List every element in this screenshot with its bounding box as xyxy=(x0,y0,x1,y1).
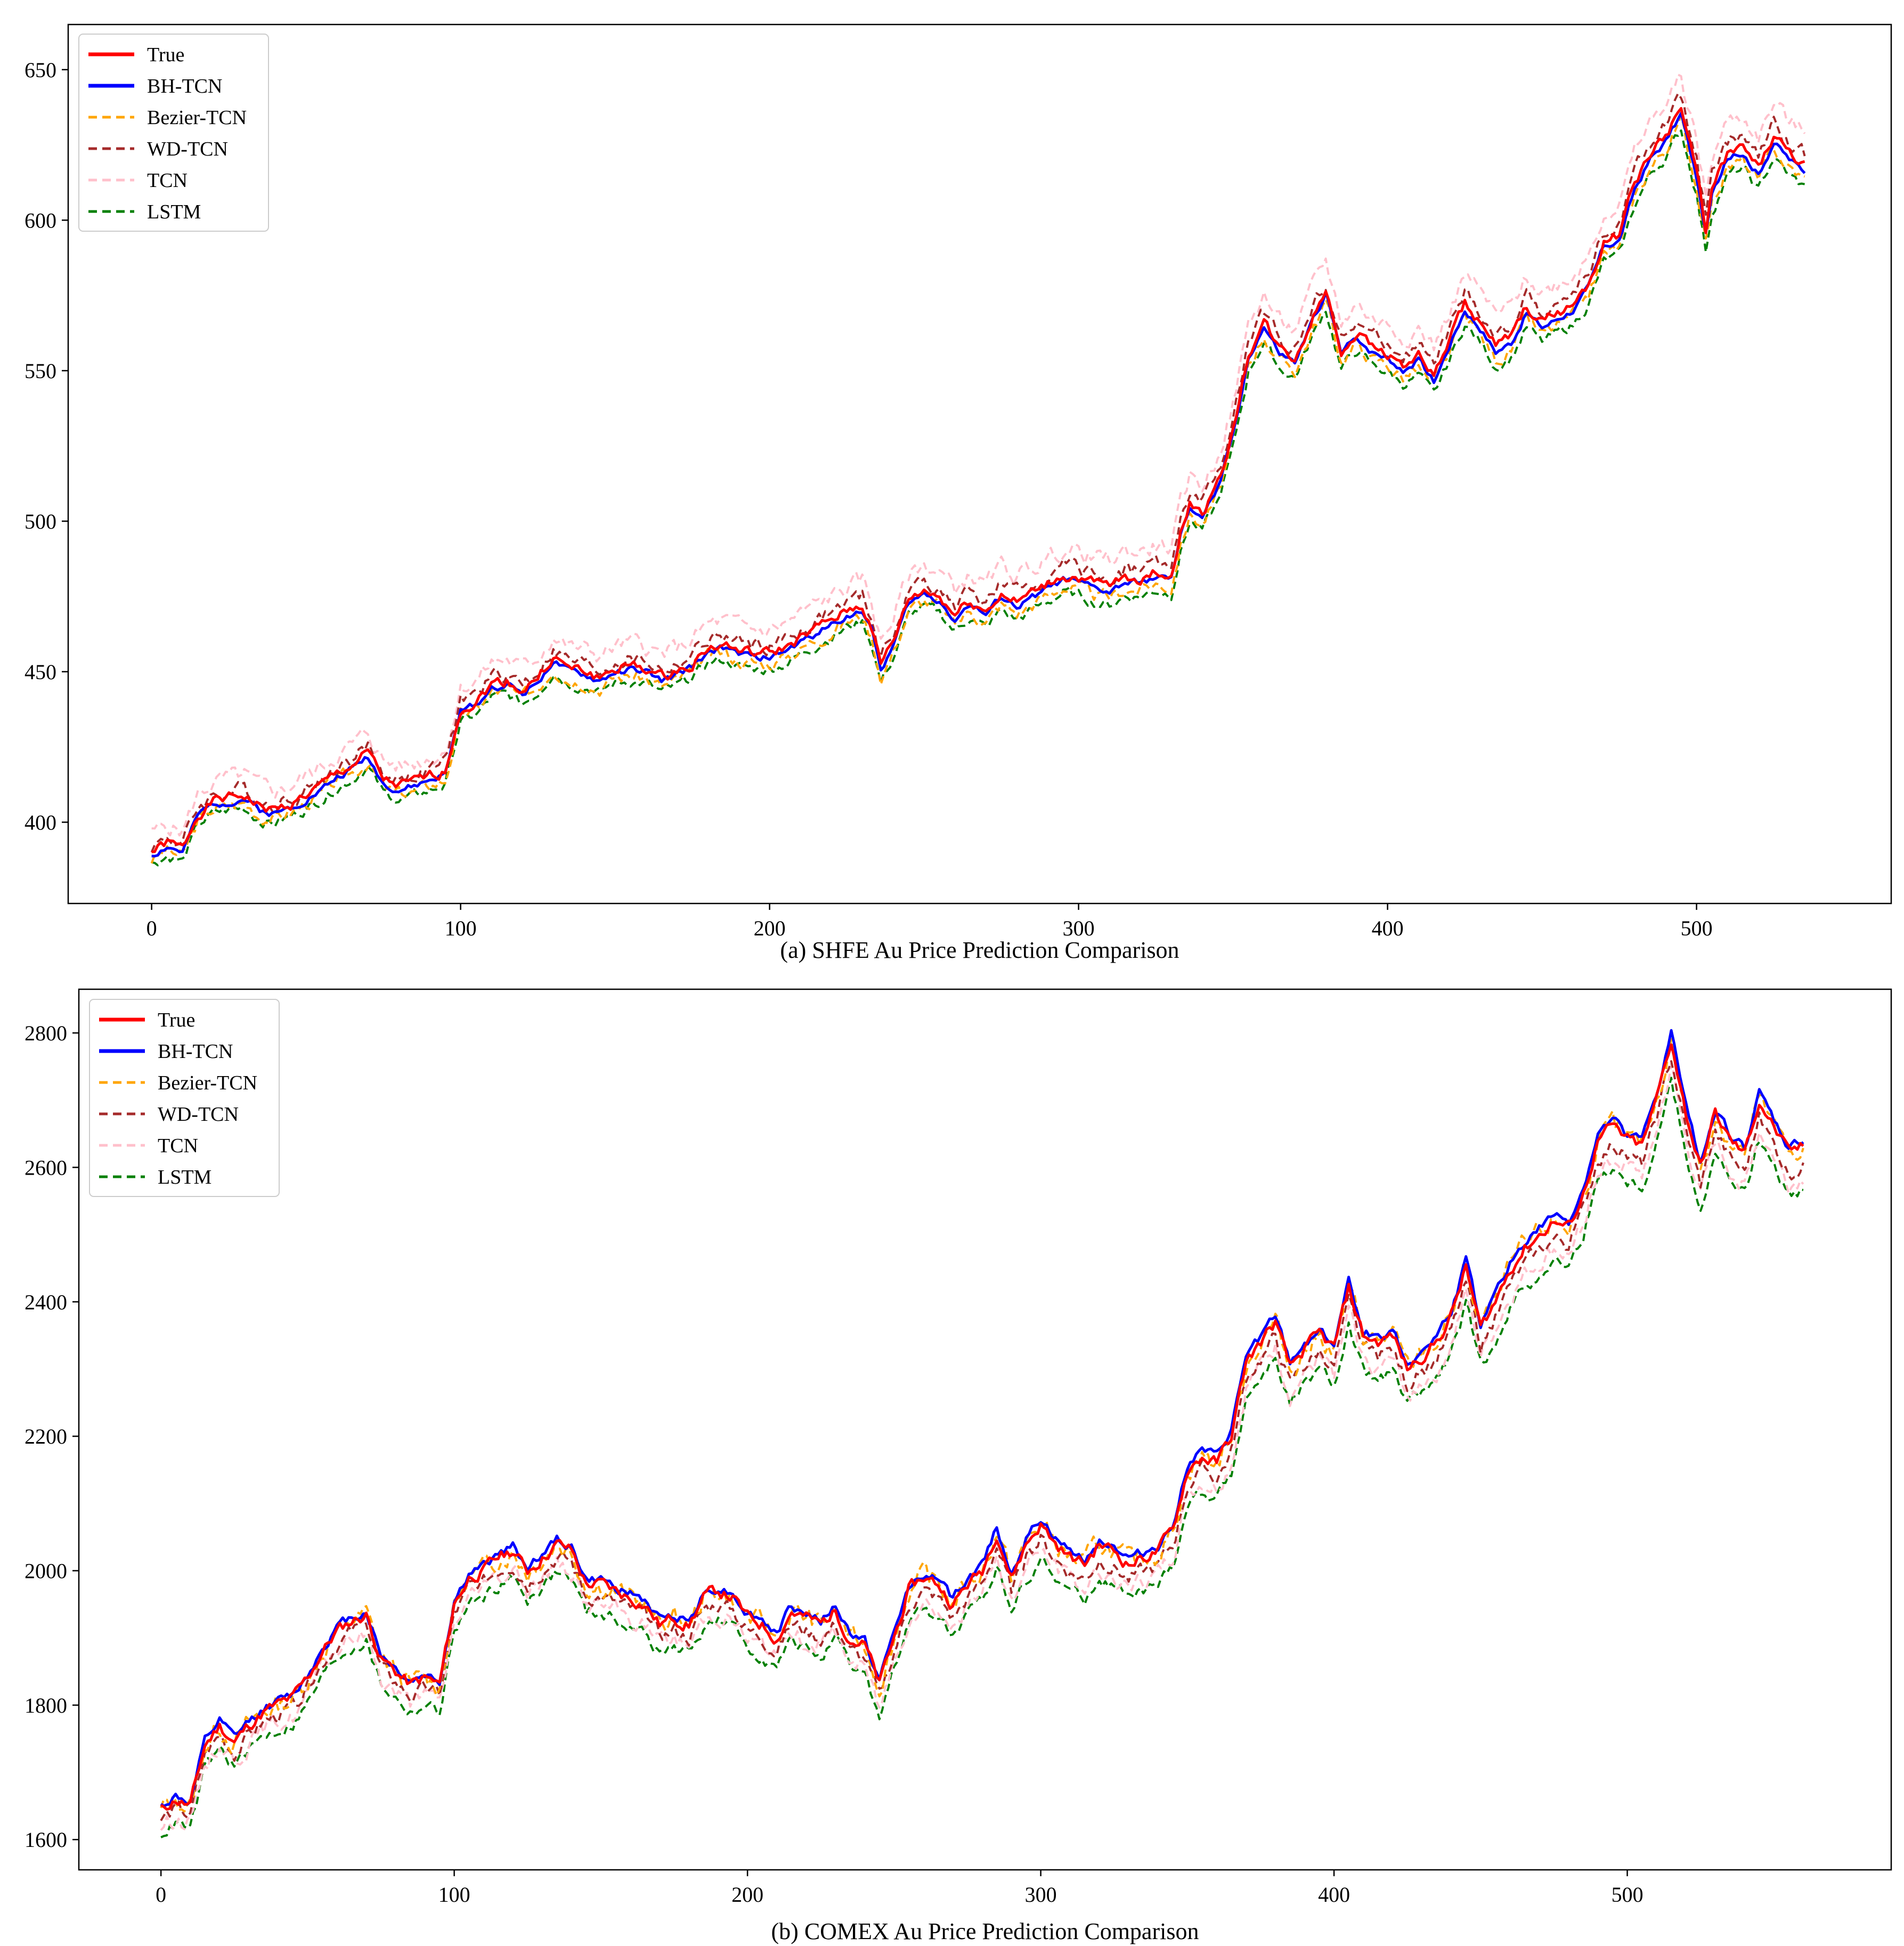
legend-box xyxy=(78,34,269,232)
x-tick-label: 0 xyxy=(156,1883,166,1907)
series-line-true xyxy=(151,107,1805,853)
y-tick-label: 500 xyxy=(25,509,56,533)
chart-panel-b: 0 100 200 300 400 500 1600 1800 2000 2200 2400 2600… xyxy=(25,988,1892,1944)
legend-label: WD-TCN xyxy=(147,138,228,160)
legend-label: TCN xyxy=(147,169,188,192)
y-tick-label: 650 xyxy=(25,58,56,82)
series-lines xyxy=(150,74,1806,867)
x-tick-label: 400 xyxy=(1372,916,1404,940)
series-lines xyxy=(160,1029,1804,1838)
y-tick-label: 1800 xyxy=(25,1693,67,1717)
legend-label: True xyxy=(158,1009,195,1031)
legend-label: TCN xyxy=(158,1135,198,1157)
legend-label: LSTM xyxy=(158,1166,211,1188)
x-tick-label: 400 xyxy=(1318,1883,1350,1907)
x-tick-label: 200 xyxy=(754,916,786,940)
series-line-bezier-tcn xyxy=(150,114,1805,864)
y-tick-label: 2400 xyxy=(25,1290,67,1314)
plot-frame xyxy=(78,988,1892,1871)
legend-label: Bezier-TCN xyxy=(147,107,247,129)
x-tick-label: 500 xyxy=(1681,916,1713,940)
chart-caption: (a) SHFE Au Price Prediction Comparison xyxy=(780,937,1179,963)
x-tick-label: 500 xyxy=(1612,1883,1643,1907)
y-tick-label: 550 xyxy=(25,359,56,383)
chart-panel-a: 0 100 200 300 400 500 400 450 500 550 600 650 (a) SH… xyxy=(25,23,1892,963)
legend-label: BH-TCN xyxy=(158,1040,233,1063)
series-line-bh-tcn xyxy=(160,1029,1804,1807)
legend-label: BH-TCN xyxy=(147,75,222,97)
y-tick-label: 450 xyxy=(25,660,56,684)
y-tick-label: 1600 xyxy=(25,1828,67,1852)
series-line-bh-tcn xyxy=(151,111,1806,858)
y-tick-label: 2000 xyxy=(25,1559,67,1583)
y-tick-label: 2600 xyxy=(25,1155,67,1179)
x-tick-label: 200 xyxy=(731,1883,763,1907)
legend-label: WD-TCN xyxy=(158,1103,239,1126)
y-tick-label: 600 xyxy=(25,208,56,232)
series-line-lstm xyxy=(151,129,1805,867)
y-tick-label: 400 xyxy=(25,810,56,834)
series-line-tcn xyxy=(151,74,1806,837)
series-line-wd-tcn xyxy=(160,1060,1804,1821)
x-tick-label: 300 xyxy=(1025,1883,1057,1907)
legend: True BH-TCN Bezier-TCN WD-TCN TCN LSTM xyxy=(89,999,280,1197)
y-tick-label: 2200 xyxy=(25,1424,67,1448)
series-line-tcn xyxy=(160,1063,1804,1831)
chart-caption: (b) COMEX Au Price Prediction Comparison xyxy=(771,1918,1199,1944)
legend-box xyxy=(89,999,280,1197)
x-tick-label: 0 xyxy=(147,916,157,940)
plot-frame xyxy=(67,23,1892,905)
x-tick-label: 300 xyxy=(1063,916,1095,940)
legend-label: Bezier-TCN xyxy=(158,1072,257,1094)
x-tick-label: 100 xyxy=(438,1883,470,1907)
series-line-lstm xyxy=(160,1077,1804,1838)
series-line-true xyxy=(160,1043,1804,1811)
y-tick-label: 2800 xyxy=(25,1021,67,1045)
legend-label: LSTM xyxy=(147,201,201,223)
legend: True BH-TCN Bezier-TCN WD-TCN TCN LSTM xyxy=(78,34,269,232)
x-tick-label: 100 xyxy=(445,916,477,940)
series-line-wd-tcn xyxy=(150,92,1806,853)
legend-label: True xyxy=(147,44,184,66)
